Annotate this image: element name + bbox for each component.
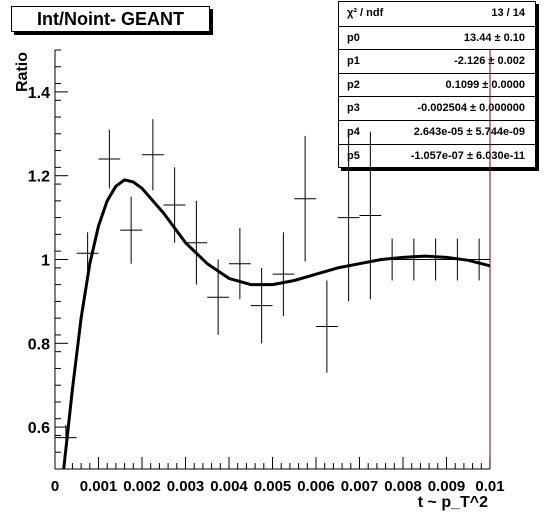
stats-param-name: p1 [347, 55, 360, 68]
y-axis-label: Ratio [14, 52, 31, 92]
chart-title: Int/Noint- GEANT [11, 6, 210, 32]
x-tick-label: 0.004 [210, 478, 248, 495]
y-tick-label: 0.8 [28, 336, 50, 353]
x-tick-label: 0 [51, 478, 59, 495]
stats-param-name: χ² / ndf [347, 7, 384, 19]
x-tick-label: 0.002 [123, 478, 161, 495]
stats-param-name: p4 [347, 126, 360, 138]
stats-param-value: -1.057e-07 ± 6.030e-11 [410, 149, 525, 162]
stats-param-name: p0 [347, 31, 360, 44]
stats-row: p0 13.44 ± 0.10 [339, 25, 535, 49]
x-axis-label: t ~ p_T^2 [418, 494, 488, 511]
stats-param-value: 0.1099 ± 0.0000 [445, 78, 525, 91]
x-tick-label: 0.006 [297, 478, 335, 495]
x-tick-label: 0.007 [341, 478, 379, 495]
stats-param-name: p3 [347, 102, 360, 115]
stats-param-value: 2.643e-05 ± 5.744e-09 [413, 126, 525, 138]
stats-row: p2 0.1099 ± 0.0000 [339, 72, 535, 96]
stats-row: p3 -0.002504 ± 0.000000 [339, 96, 535, 119]
x-tick-label: 0.001 [80, 478, 118, 495]
fit-curve-line [62, 178, 491, 470]
x-tick-label: 0.009 [428, 478, 466, 495]
stats-param-name: p2 [347, 78, 360, 91]
stats-row: p4 2.643e-05 ± 5.744e-09 [339, 120, 535, 143]
stats-param-value: 13 / 14 [491, 7, 525, 19]
stats-row: p5 -1.057e-07 ± 6.030e-11 [339, 143, 535, 167]
stats-param-name: p5 [347, 149, 360, 162]
x-tick-label: 0.003 [167, 478, 205, 495]
stats-param-value: 13.44 ± 0.10 [463, 31, 525, 44]
x-tick-label: 0.008 [384, 478, 422, 495]
y-tick-label: 1.4 [28, 85, 50, 102]
y-tick-label: 0.6 [28, 420, 50, 437]
y-tick-label: 1 [41, 253, 50, 270]
y-tick-label: 1.2 [28, 169, 50, 186]
stats-param-value: -0.002504 ± 0.000000 [417, 102, 525, 115]
stats-row: χ² / ndf 13 / 14 [339, 2, 535, 25]
x-tick-label: 0.01 [475, 478, 504, 495]
x-tick-label: 0.005 [254, 478, 292, 495]
fit-stats-box: χ² / ndf 13 / 14 p0 13.44 ± 0.10 p1 -2.126 ± … [338, 1, 536, 168]
